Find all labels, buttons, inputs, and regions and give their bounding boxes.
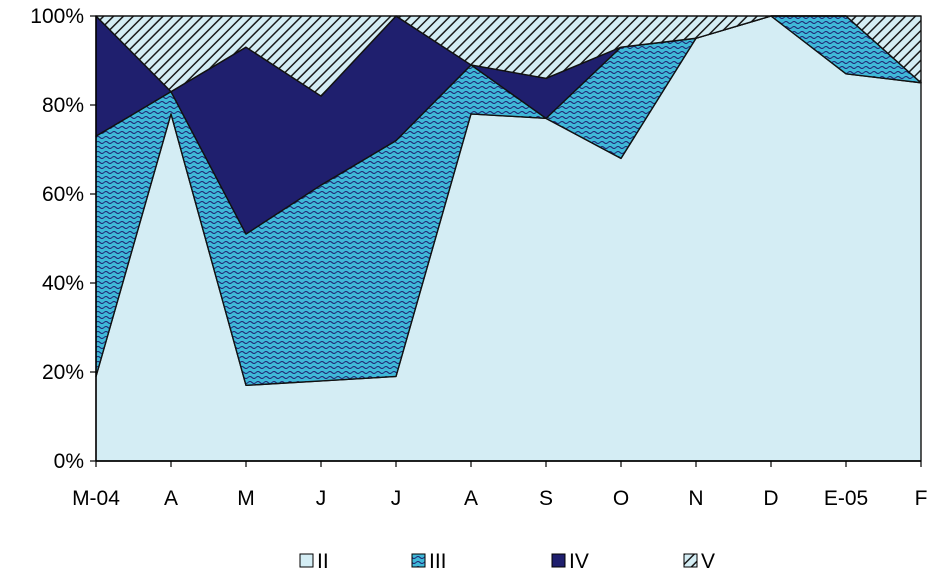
x-tick-label: A: [464, 487, 478, 510]
series-areas: [95, 15, 922, 462]
x-tick-label: D: [763, 487, 778, 510]
legend-swatch-II: [299, 553, 314, 568]
y-tick-label: 60%: [42, 183, 84, 206]
legend-swatch-III: [411, 553, 426, 568]
legend-label-V: V: [701, 550, 715, 573]
x-tick-label: M: [237, 487, 255, 510]
x-tick-labels: M-04 A M J J A S O N D E-05 F: [72, 487, 927, 510]
y-tick-label: 80%: [42, 94, 84, 117]
x-tick-label: J: [316, 487, 327, 510]
legend-swatch-IV: [551, 553, 566, 568]
x-tick-label: J: [391, 487, 402, 510]
x-tick-label: A: [164, 487, 178, 510]
x-tick-label: E-05: [824, 487, 868, 510]
legend-label-IV: IV: [569, 550, 589, 573]
x-tick-label: O: [613, 487, 629, 510]
y-tick-labels: 0% 20% 40% 60% 80% 100%: [30, 5, 84, 473]
legend: II III IV V: [299, 550, 715, 573]
y-tick-label: 0%: [54, 450, 84, 473]
legend-label-II: II: [317, 550, 329, 573]
axes: [90, 15, 922, 467]
series-area-V: [95, 15, 922, 97]
y-tick-label: 40%: [42, 272, 84, 295]
y-tick-label: 100%: [30, 5, 84, 28]
y-tick-label: 20%: [42, 361, 84, 384]
legend-label-III: III: [429, 550, 447, 573]
legend-swatch-V: [683, 553, 698, 568]
x-tick-label: S: [539, 487, 553, 510]
x-tick-label: M-04: [72, 487, 120, 510]
x-tick-label: N: [688, 487, 703, 510]
x-tick-label: F: [915, 487, 928, 510]
